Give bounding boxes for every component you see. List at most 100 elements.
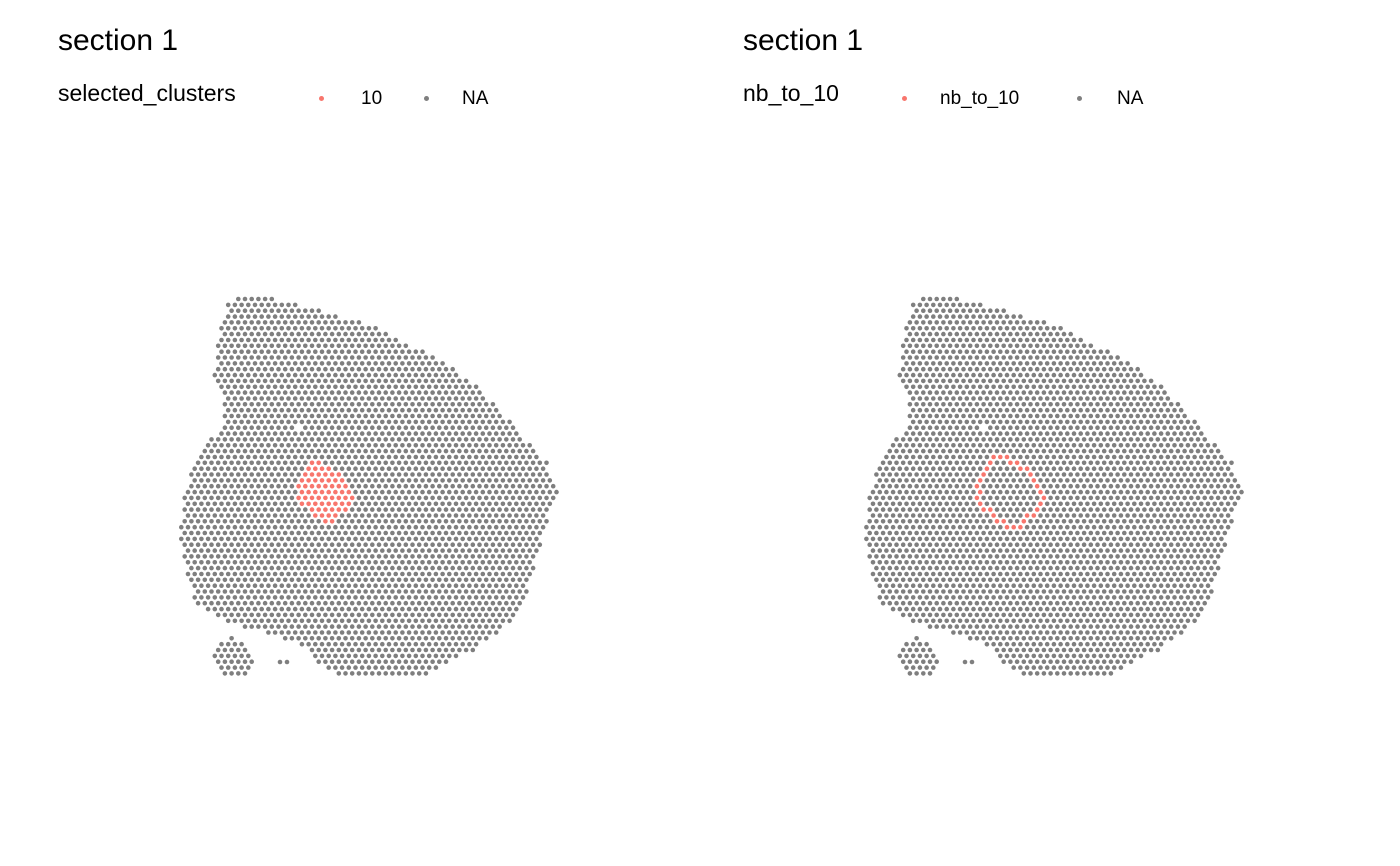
spot-na [426,419,432,425]
spot-na [1018,606,1023,612]
spot-na [957,314,963,319]
spot-na [1122,402,1127,407]
spot-cluster-10 [333,478,338,483]
spot-na [1199,536,1204,542]
spot-na [256,565,261,571]
spot-na [376,437,382,442]
spot-na [1162,425,1167,431]
spot-na [1051,618,1057,624]
spot-cluster-10 [323,519,328,524]
spot-na [1071,407,1077,413]
spot-na [430,530,435,536]
spot-na [1055,448,1060,454]
spot-na [1085,630,1090,635]
spot-na [1195,425,1201,431]
spot-na [1202,565,1207,571]
spot-na [292,466,298,472]
spot-na [914,577,919,583]
spot-na [246,349,251,355]
spot-na [1142,565,1147,571]
spot-na [447,583,452,588]
spot-na [967,460,973,466]
spot-na [1028,378,1033,384]
spot-na [393,443,399,448]
spot-na [984,489,990,495]
spot-na [1061,355,1067,360]
spot-na [272,431,278,436]
spot-na [914,472,919,477]
spot-na [420,384,425,390]
spot-na [954,331,960,337]
spot-na [242,355,248,360]
spot-na [430,402,435,407]
spot-na [917,407,923,413]
spot-na [309,413,315,419]
spot-na [984,326,990,331]
spot-na [202,472,208,477]
spot-na [910,372,916,378]
spot-na [473,606,479,612]
spot-na [433,595,439,600]
spot-na [1081,483,1087,489]
spot-na [924,595,929,600]
spot-na [470,565,476,571]
spot-na [309,542,315,547]
spot-na [954,343,960,349]
spot-cluster-10 [309,483,315,489]
spot-na [447,548,452,553]
spot-na [998,326,1003,331]
spot-na [396,565,402,571]
spot-na [276,565,281,571]
spot-na [1115,612,1120,618]
spot-na [450,472,456,477]
spot-na [457,390,462,395]
spot-na [323,542,328,547]
spot-na [1168,448,1174,454]
spot-na [957,478,963,483]
spot-na [1175,519,1181,524]
spot-na [967,612,973,618]
spot-na [497,425,502,431]
spot-na [410,577,415,583]
spot-na [460,407,466,413]
spot-na [470,390,476,395]
spot-na [1008,320,1013,325]
spot-na [1115,565,1120,571]
spot-na [517,495,522,501]
spot-nb-to-10 [1004,524,1010,530]
spot-na [299,419,305,425]
spot-na [236,296,241,302]
spot-na [1115,624,1120,629]
spot-na [1085,384,1090,390]
spot-na [988,366,993,372]
spot-na [907,425,913,431]
spot-na [416,542,422,547]
spot-cluster-10 [326,466,332,472]
spot-na [480,536,486,542]
spot-na [289,495,295,501]
spot-na [964,501,970,507]
spot-na [1115,355,1120,360]
spot-na [874,472,879,477]
spot-na [453,478,459,483]
spot-na [1028,612,1033,618]
spot-na [370,519,375,524]
spot-na [1038,396,1043,401]
spot-na [1178,536,1184,542]
spot-na [927,600,933,606]
spot-cluster-10 [306,466,311,472]
spot-na [530,565,536,571]
spot-na [1132,513,1137,518]
spot-na [917,396,923,401]
spot-na [493,454,499,460]
spot-na [480,419,486,425]
spot-na [259,396,265,401]
spot-na [1048,331,1053,337]
spot-na [1008,425,1013,431]
spot-na [1152,583,1157,588]
spot-na [921,448,926,454]
spot-na [947,495,953,501]
spot-na [981,554,986,559]
spot-na [430,542,435,547]
spot-na [403,343,409,349]
